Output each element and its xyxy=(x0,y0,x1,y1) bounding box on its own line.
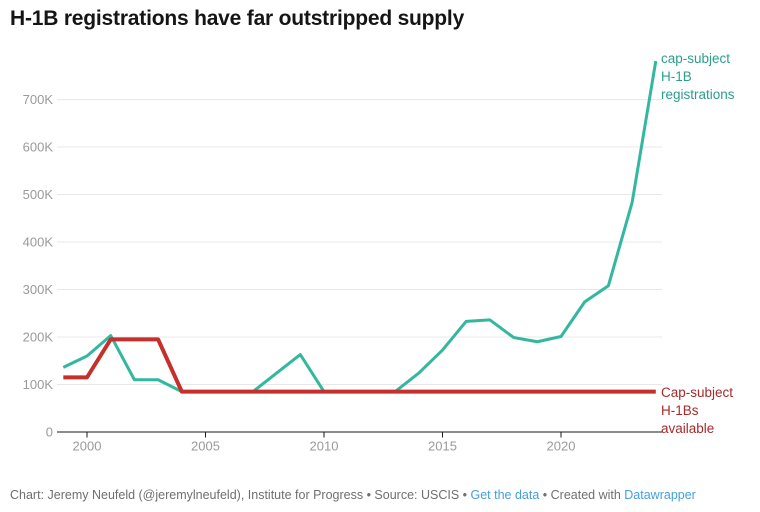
x-tick-label: 2015 xyxy=(428,439,457,454)
registrations-series-label: cap-subject H-1B registrations xyxy=(661,50,757,104)
footer-created-with: • Created with xyxy=(539,488,625,502)
datawrapper-link[interactable]: Datawrapper xyxy=(624,488,696,502)
x-tick-label: 2020 xyxy=(547,439,576,454)
y-tick-label: 300K xyxy=(23,282,54,297)
footer-credit: Chart: Jeremy Neufeld (@jeremylneufeld),… xyxy=(10,488,471,502)
y-tick-label: 400K xyxy=(23,235,54,250)
chart-title: H-1B registrations have far outstripped … xyxy=(10,7,465,30)
x-tick-label: 2005 xyxy=(191,439,220,454)
registrations-label-line2: H-1B xyxy=(661,69,692,84)
available-label-line1: Cap-subject xyxy=(661,385,734,400)
y-tick-label: 0 xyxy=(46,425,53,440)
registrations-line xyxy=(62,60,658,394)
footer: Chart: Jeremy Neufeld (@jeremylneufeld),… xyxy=(10,488,754,502)
y-tick-label: 100K xyxy=(23,377,54,392)
y-tick-label: 700K xyxy=(23,92,54,107)
available-series-label: Cap-subject H-1Bs available xyxy=(661,384,757,438)
get-the-data-link[interactable]: Get the data xyxy=(470,488,540,502)
y-tick-label: 600K xyxy=(23,140,54,155)
y-tick-label: 200K xyxy=(23,330,54,345)
available-label-line3: available xyxy=(661,421,715,436)
x-tick-label: 2010 xyxy=(310,439,339,454)
registrations-label-line3: registrations xyxy=(661,87,735,102)
available-label-line2: H-1Bs xyxy=(661,403,699,418)
y-tick-label: 500K xyxy=(23,187,54,202)
x-tick-label: 2000 xyxy=(73,439,102,454)
available-line xyxy=(63,337,656,394)
registrations-label-line1: cap-subject xyxy=(661,51,731,66)
